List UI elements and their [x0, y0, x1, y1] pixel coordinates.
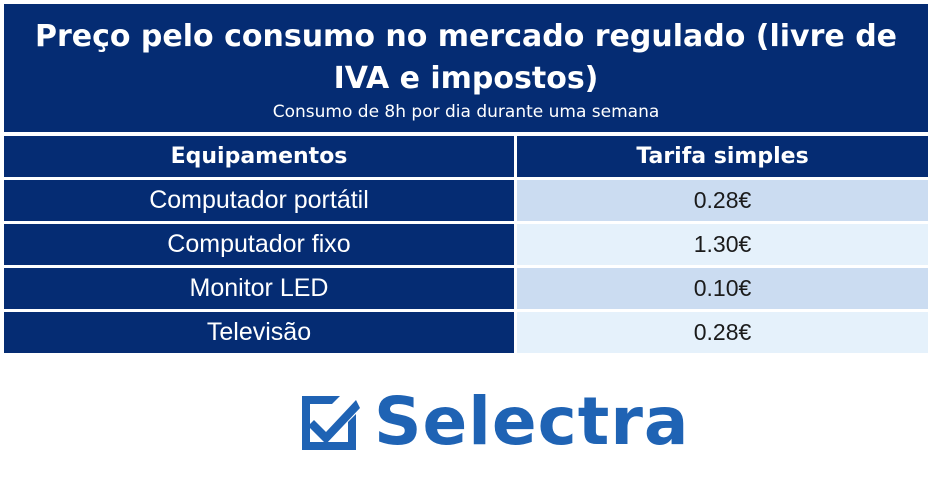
selectra-logo: Selectra	[298, 383, 688, 462]
equipment-cell: Monitor LED	[4, 268, 514, 309]
price-cell: 0.10€	[517, 268, 928, 309]
logo-wordmark: Selectra	[374, 383, 690, 460]
table-row: Televisão 0.28€	[4, 312, 928, 353]
price-cell: 0.28€	[517, 180, 928, 221]
table-row: Computador portátil 0.28€	[4, 180, 928, 221]
table-row: Monitor LED 0.10€	[4, 268, 928, 309]
equipment-cell: Computador portátil	[4, 180, 514, 221]
equipment-cell: Televisão	[4, 312, 514, 353]
column-header-equipment: Equipamentos	[4, 136, 514, 177]
column-header-tariff: Tarifa simples	[517, 136, 928, 177]
price-cell: 1.30€	[517, 224, 928, 265]
checkmark-box-icon	[302, 396, 360, 450]
page-subtitle: Consumo de 8h por dia durante uma semana	[272, 102, 660, 122]
table-header-row: Equipamentos Tarifa simples	[4, 136, 928, 177]
table-title-box: Preço pelo consumo no mercado regulado (…	[4, 4, 928, 132]
table-row: Computador fixo 1.30€	[4, 224, 928, 265]
equipment-cell: Computador fixo	[4, 224, 514, 265]
page-title: Preço pelo consumo no mercado regulado (…	[34, 19, 898, 96]
price-cell: 0.28€	[517, 312, 928, 353]
